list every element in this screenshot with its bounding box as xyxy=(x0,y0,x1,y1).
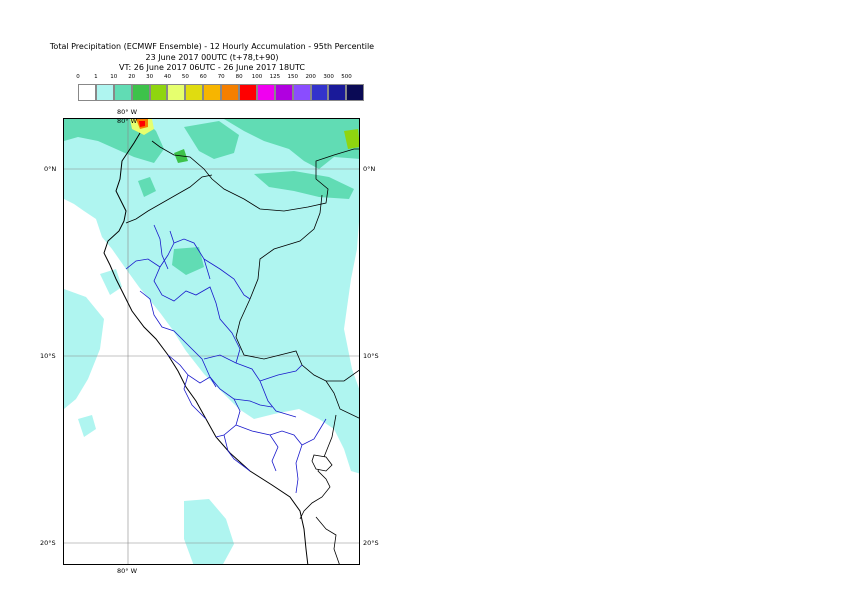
precip-area-medium-3 xyxy=(224,119,359,169)
legend-swatch xyxy=(292,84,311,101)
legend-swatch xyxy=(203,84,222,101)
legend-labels: 0 1 10 20 30 40 50 60 70 80 100 125 150 200 300 500 xyxy=(0,74,420,83)
legend-swatch xyxy=(256,84,275,101)
precip-area-light xyxy=(64,119,359,474)
map-svg xyxy=(64,119,359,564)
legend-label: 100 xyxy=(251,74,263,80)
border-bolivia-east xyxy=(325,380,359,419)
legend-label: 40 xyxy=(164,74,171,80)
legend-label: 0 xyxy=(76,74,80,80)
title-line-2: 23 June 2017 00UTC (t+78,t+90) xyxy=(145,52,279,62)
legend-swatch xyxy=(78,84,96,101)
lat-label-0n-left: 0°N xyxy=(44,165,57,173)
precip-area-medium-2 xyxy=(184,121,239,159)
precipitation-map: 80° W xyxy=(63,118,360,565)
legend-swatch xyxy=(239,84,257,101)
color-legend xyxy=(78,84,365,101)
legend-swatch xyxy=(167,84,186,101)
legend-swatch xyxy=(185,84,204,101)
border-bolivia-chile xyxy=(315,516,340,564)
legend-swatch xyxy=(310,84,329,101)
legend-label: 300 xyxy=(323,74,334,80)
lon-label-bottom: 80° W xyxy=(117,567,138,575)
precip-area-medium-4 xyxy=(254,171,354,199)
border-peru-brazil xyxy=(235,194,359,382)
legend-label: 125 xyxy=(269,74,281,80)
lon-label-top: 80° W xyxy=(117,118,138,125)
lake-titicaca xyxy=(311,454,333,472)
legend-label: 60 xyxy=(199,74,207,80)
precip-patch-west-1 xyxy=(64,289,104,409)
precip-area-medium-6 xyxy=(138,177,156,197)
legend-label: 20 xyxy=(128,74,136,80)
border-ecuador-peru xyxy=(125,174,213,224)
border-peru-bolivia xyxy=(299,414,337,520)
chart-title: Total Precipitation (ECMWF Ensemble) - 1… xyxy=(0,42,424,74)
legend-label: 70 xyxy=(217,74,225,80)
legend-swatch xyxy=(113,84,132,101)
precip-cell-red xyxy=(139,121,145,127)
lat-label-0n-right: 0°N xyxy=(363,165,376,173)
lat-label-10s-right: 10°S xyxy=(363,352,379,360)
legend-label: 150 xyxy=(287,74,299,80)
legend-label: 1 xyxy=(94,74,98,80)
lat-label-10s-left: 10°S xyxy=(40,352,56,360)
legend-swatch xyxy=(221,84,240,101)
lat-label-20s-right: 20°S xyxy=(363,539,379,547)
legend-label: 10 xyxy=(110,74,118,80)
title-line-3: VT: 26 June 2017 06UTC - 26 June 2017 18… xyxy=(119,63,305,72)
legend-swatch xyxy=(328,84,347,101)
precip-patch-west-2 xyxy=(78,415,96,437)
precip-area-medium-5 xyxy=(172,247,204,275)
legend-swatch xyxy=(149,84,168,101)
legend-label: 50 xyxy=(181,74,189,80)
legend-label: 500 xyxy=(341,74,352,80)
title-line-1: Total Precipitation (ECMWF Ensemble) - 1… xyxy=(49,42,375,51)
lat-label-20s-left: 20°S xyxy=(40,539,56,547)
regional-boundaries xyxy=(125,224,327,494)
legend-swatch xyxy=(95,84,114,101)
border-colombia-ecuador xyxy=(151,140,359,212)
legend-swatch xyxy=(131,84,150,101)
precip-cell-lime xyxy=(344,129,359,149)
legend-label: 80 xyxy=(235,74,243,80)
legend-label: 200 xyxy=(305,74,316,80)
legend-label: 30 xyxy=(146,74,154,80)
coastline xyxy=(103,132,309,564)
legend-swatch xyxy=(274,84,293,101)
precip-patch-coast xyxy=(100,269,122,295)
legend-swatch xyxy=(346,84,365,101)
precip-patch-sw xyxy=(184,499,234,564)
lon-label-top-outer: 80° W xyxy=(117,108,138,116)
